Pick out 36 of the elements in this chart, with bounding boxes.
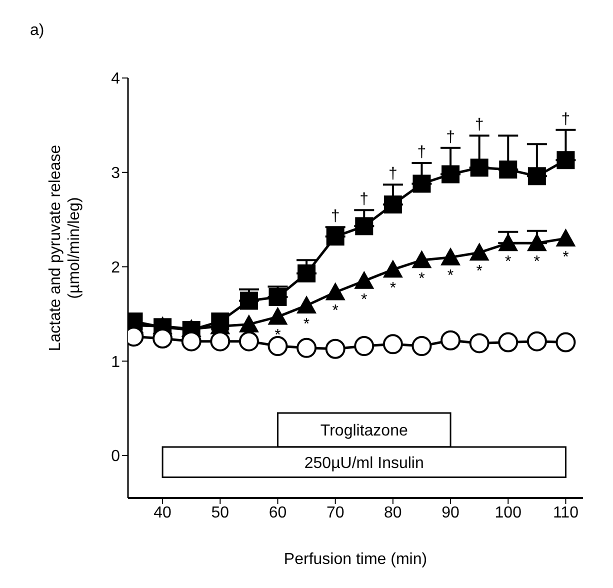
annotation: *: [332, 302, 338, 320]
x-tick-label: 40: [154, 504, 172, 522]
band-label: 250µU/ml Insulin: [304, 454, 424, 472]
y-tick-label: 2: [111, 259, 120, 276]
x-tick-label: 100: [494, 504, 522, 522]
annotation: *: [476, 262, 482, 280]
annotation: †: [360, 191, 369, 208]
annotation: †: [446, 128, 455, 146]
annotation: †: [417, 144, 426, 161]
annotation: *: [390, 280, 396, 297]
y-tick-label: 0: [111, 448, 120, 466]
y-tick-label: 3: [111, 165, 120, 182]
y-tick-label: 1: [111, 354, 120, 371]
band-label: Troglitazone: [320, 422, 408, 440]
annotation: †: [474, 116, 484, 134]
x-tick-label: 90: [442, 504, 460, 522]
annotation: †: [388, 166, 398, 183]
annotation: †: [330, 208, 340, 226]
annotation: *: [274, 327, 281, 344]
annotation: *: [418, 270, 425, 288]
y-axis-title: Lactate and pyruvate release (µmol/min/leg): [47, 144, 83, 352]
annotation: *: [447, 268, 454, 285]
y-tick-label: 4: [111, 70, 120, 88]
chart-title: a): [30, 22, 44, 40]
annotation: *: [361, 291, 368, 308]
annotation: *: [303, 316, 310, 333]
x-tick-label: 50: [211, 504, 230, 522]
annotation: *: [505, 254, 512, 271]
annotation: *: [534, 254, 540, 271]
x-axis-title: Perfusion time (min): [284, 551, 428, 568]
x-tick-label: 60: [268, 504, 287, 522]
x-tick-label: 110: [552, 504, 579, 522]
x-tick-label: 80: [384, 504, 402, 522]
x-tick-label: 70: [326, 504, 344, 522]
annotation: †: [561, 110, 570, 128]
annotation: *: [562, 248, 569, 266]
